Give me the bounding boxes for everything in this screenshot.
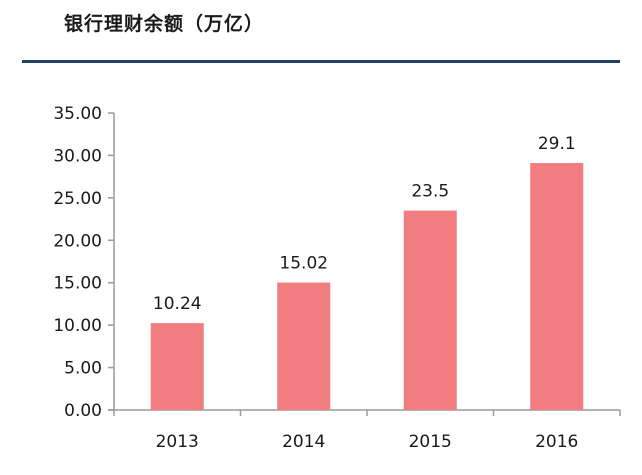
bar-2016 bbox=[530, 163, 584, 410]
y-tick-label: 35.00 bbox=[53, 104, 102, 124]
x-tick-label-2016: 2016 bbox=[535, 432, 578, 452]
bar-2014 bbox=[277, 282, 331, 410]
labels-layer: 10.24 2013 15.02 2014 23.5 2015 29.1 2016 bbox=[153, 134, 578, 452]
x-tick-label-2014: 2014 bbox=[282, 432, 325, 452]
title-divider bbox=[22, 60, 620, 63]
y-tick-label: 15.00 bbox=[53, 274, 102, 294]
axes-layer: 0.00 5.00 10.00 15.00 20.00 25.00 30.00 35.00 bbox=[53, 104, 621, 421]
y-tick-label: 0.00 bbox=[64, 401, 102, 421]
bars-layer bbox=[150, 163, 584, 410]
data-label-2015: 23.5 bbox=[411, 182, 449, 202]
bar-2015 bbox=[403, 210, 457, 410]
x-tick-label-2015: 2015 bbox=[409, 432, 452, 452]
bar-2013 bbox=[150, 323, 204, 410]
page-title: 银行理财余额（万亿） bbox=[64, 13, 265, 35]
data-label-2016: 29.1 bbox=[538, 134, 576, 154]
y-tick-label: 25.00 bbox=[53, 189, 102, 209]
y-tick-label: 10.00 bbox=[53, 316, 102, 336]
x-tick-label-2013: 2013 bbox=[156, 432, 199, 452]
y-tick-label: 20.00 bbox=[53, 231, 102, 251]
data-label-2013: 10.24 bbox=[153, 294, 202, 314]
y-tick-label: 30.00 bbox=[53, 146, 102, 166]
y-tick-label: 5.00 bbox=[64, 359, 102, 379]
data-label-2014: 15.02 bbox=[279, 254, 328, 274]
